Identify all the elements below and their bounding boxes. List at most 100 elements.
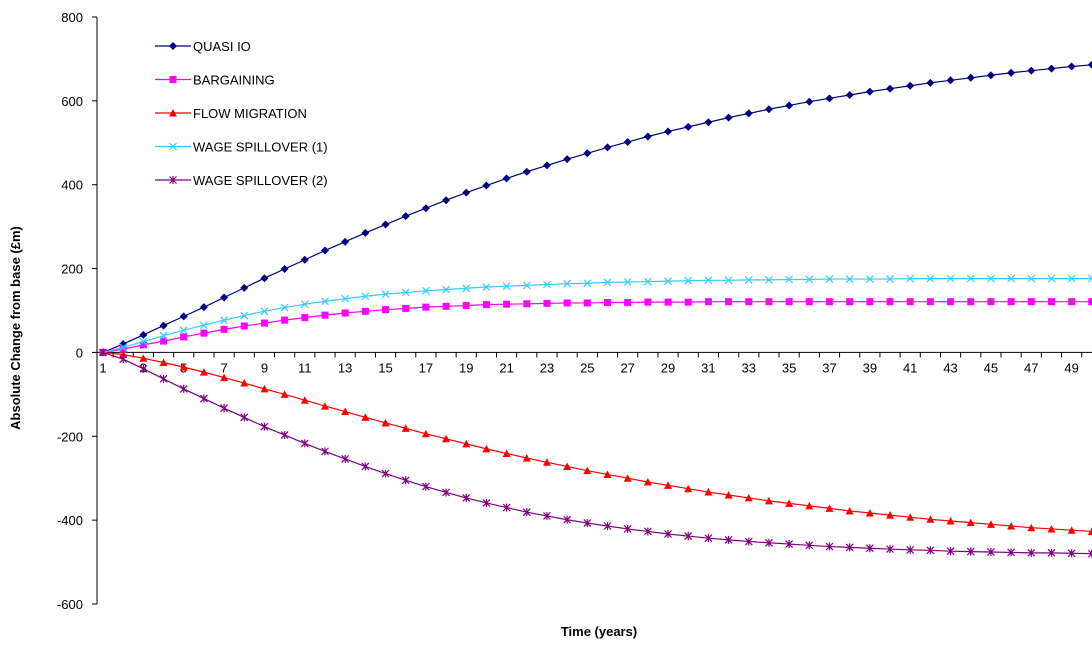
data-point — [865, 544, 874, 553]
data-point — [542, 161, 551, 170]
data-point — [300, 439, 309, 448]
legend-label: QUASI IO — [193, 39, 251, 54]
data-point — [1087, 60, 1092, 69]
data-point — [1067, 526, 1076, 534]
data-point — [522, 281, 531, 290]
data-point — [744, 537, 753, 546]
data-point — [563, 515, 572, 524]
data-point — [664, 127, 673, 136]
data-point — [502, 449, 511, 457]
data-point — [1027, 523, 1036, 532]
data-point — [220, 404, 229, 413]
data-point — [422, 303, 430, 311]
data-point — [967, 298, 975, 306]
x-tick-label: 25 — [580, 360, 594, 375]
data-point — [906, 81, 915, 90]
series-line — [102, 351, 1092, 533]
data-point — [623, 474, 632, 482]
data-point — [724, 535, 733, 544]
data-point — [522, 508, 531, 517]
data-point — [300, 396, 309, 404]
data-point — [200, 329, 208, 337]
data-point — [986, 520, 995, 528]
data-point — [845, 90, 854, 99]
data-point — [139, 354, 148, 362]
data-point — [643, 132, 652, 141]
data-point — [1047, 298, 1055, 306]
data-point — [704, 298, 712, 306]
data-point — [765, 275, 773, 284]
data-point — [684, 484, 693, 493]
y-tick-label: -200 — [57, 429, 83, 444]
x-tick-label: 1 — [99, 360, 106, 375]
data-point — [603, 522, 612, 531]
data-point — [159, 374, 168, 383]
data-point — [845, 543, 854, 552]
data-point — [199, 368, 208, 376]
data-point — [1007, 274, 1016, 283]
data-point — [785, 101, 794, 110]
data-point — [280, 390, 289, 398]
data-point — [825, 94, 834, 103]
data-point — [442, 434, 451, 443]
data-point — [280, 303, 289, 312]
data-point — [543, 511, 551, 520]
data-point — [643, 527, 652, 536]
data-point — [402, 304, 410, 312]
data-point — [906, 298, 914, 306]
data-point — [684, 532, 693, 541]
data-point — [179, 312, 188, 321]
data-point — [522, 167, 531, 176]
data-point — [1068, 298, 1076, 306]
data-point — [321, 297, 329, 306]
data-point — [1088, 298, 1092, 306]
data-point — [442, 285, 450, 294]
data-point — [320, 402, 329, 410]
data-point — [986, 71, 995, 80]
data-point — [906, 513, 915, 521]
data-point — [805, 501, 814, 510]
data-point — [199, 303, 208, 312]
series-line — [102, 301, 1092, 354]
x-tick-label: 31 — [701, 360, 715, 375]
legend: QUASI IO BARGAINING FLOW MIGRATION WAGE SPI… — [155, 39, 328, 188]
data-point — [1047, 274, 1056, 283]
legend-entry: FLOW MIGRATION — [155, 106, 307, 121]
data-point — [1067, 274, 1076, 283]
data-point — [886, 84, 895, 93]
data-point — [361, 413, 370, 421]
data-point — [240, 322, 248, 330]
data-point — [159, 358, 168, 366]
data-point — [139, 364, 148, 373]
data-point — [926, 515, 935, 523]
y-tick-label: -400 — [57, 513, 83, 528]
data-point — [1027, 274, 1036, 283]
data-point — [886, 545, 894, 554]
data-point — [563, 462, 572, 470]
data-point — [764, 496, 773, 505]
data-point — [139, 330, 148, 339]
series-line — [102, 351, 1092, 555]
data-point — [361, 307, 369, 315]
data-point — [704, 118, 713, 127]
data-point — [704, 276, 713, 285]
data-point — [563, 279, 572, 288]
data-point — [825, 542, 834, 551]
data-point — [725, 298, 733, 306]
x-tick-label: 23 — [540, 360, 554, 375]
data-point — [381, 469, 390, 478]
data-point — [462, 493, 471, 502]
data-point — [724, 490, 733, 499]
data-point — [482, 283, 491, 291]
data-point — [583, 149, 592, 158]
data-point — [1087, 527, 1092, 535]
x-tick-label: 47 — [1024, 360, 1038, 375]
data-point — [300, 255, 309, 264]
data-point — [139, 337, 148, 346]
data-point — [139, 341, 147, 349]
y-tick-label: 600 — [61, 94, 83, 109]
data-point — [966, 73, 975, 82]
data-point — [946, 547, 955, 556]
data-point — [179, 384, 188, 393]
data-point — [986, 548, 995, 557]
